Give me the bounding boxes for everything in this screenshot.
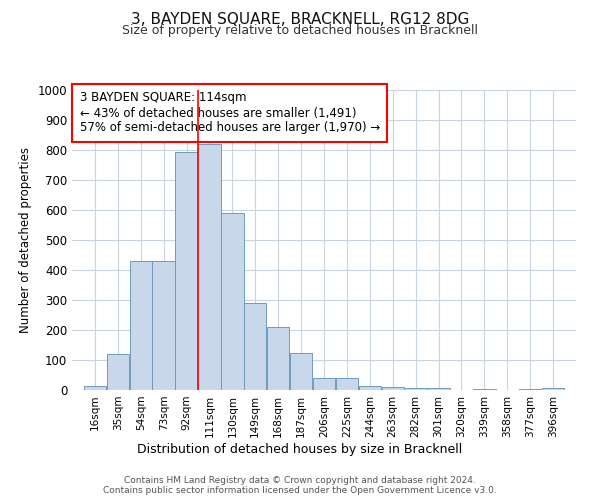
Bar — [130, 261, 152, 390]
Bar — [221, 213, 244, 390]
Bar — [382, 387, 404, 390]
Text: 3, BAYDEN SQUARE, BRACKNELL, RG12 8DG: 3, BAYDEN SQUARE, BRACKNELL, RG12 8DG — [131, 12, 469, 28]
Bar — [107, 354, 129, 390]
Text: Contains HM Land Registry data © Crown copyright and database right 2024.: Contains HM Land Registry data © Crown c… — [124, 476, 476, 485]
Bar — [542, 388, 564, 390]
Bar — [427, 388, 449, 390]
Text: Distribution of detached houses by size in Bracknell: Distribution of detached houses by size … — [137, 442, 463, 456]
Bar — [290, 352, 312, 390]
Bar — [267, 327, 289, 390]
Y-axis label: Number of detached properties: Number of detached properties — [19, 147, 32, 333]
Text: Contains public sector information licensed under the Open Government Licence v3: Contains public sector information licen… — [103, 486, 497, 495]
Bar — [84, 386, 106, 390]
Bar — [359, 386, 381, 390]
Bar — [313, 378, 335, 390]
Bar — [519, 388, 541, 390]
Text: Size of property relative to detached houses in Bracknell: Size of property relative to detached ho… — [122, 24, 478, 37]
Bar — [404, 388, 427, 390]
Bar — [473, 388, 496, 390]
Bar — [199, 144, 221, 390]
Bar — [336, 378, 358, 390]
Text: 3 BAYDEN SQUARE: 114sqm
← 43% of detached houses are smaller (1,491)
57% of semi: 3 BAYDEN SQUARE: 114sqm ← 43% of detache… — [80, 92, 380, 134]
Bar — [152, 261, 175, 390]
Bar — [244, 303, 266, 390]
Bar — [175, 152, 197, 390]
